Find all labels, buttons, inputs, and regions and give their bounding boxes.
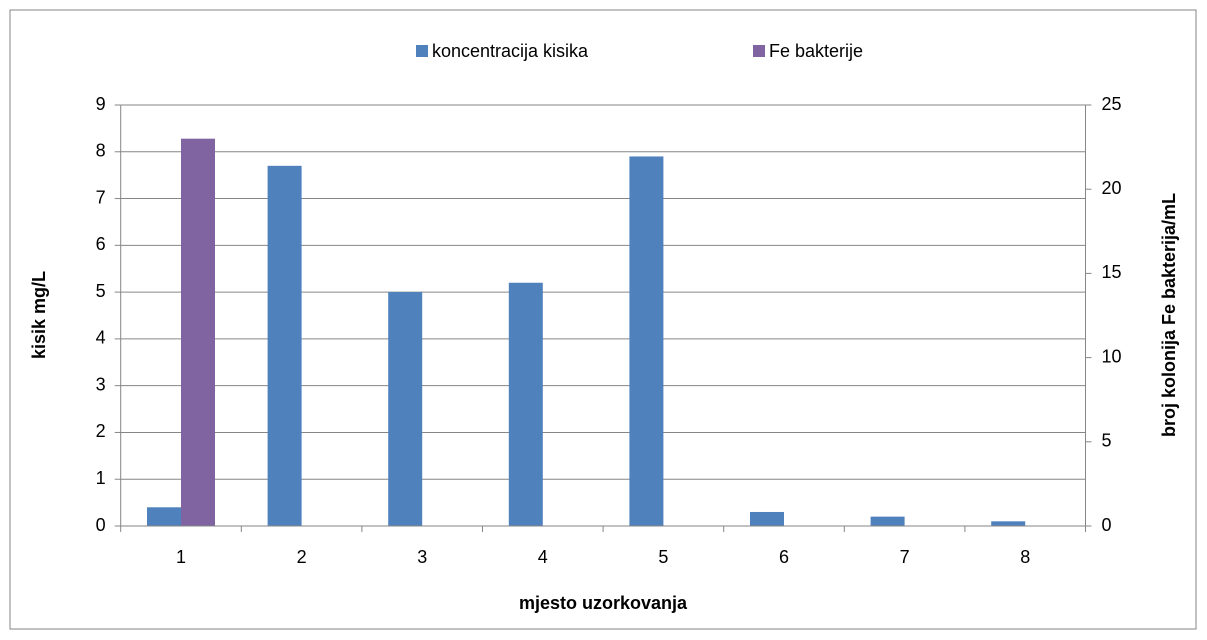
bar xyxy=(629,156,664,526)
y-tick-label: 4 xyxy=(96,328,106,348)
y2-tick-label: 10 xyxy=(1102,346,1122,366)
bar xyxy=(750,511,784,526)
y-tick-label: 5 xyxy=(96,281,106,301)
y-tick-label: 6 xyxy=(96,234,106,254)
x-tick-label: 2 xyxy=(297,547,307,567)
bar xyxy=(181,138,215,526)
x-tick-label: 3 xyxy=(417,547,427,567)
bar xyxy=(508,282,543,526)
legend-swatch xyxy=(753,45,765,57)
y-tick-label: 9 xyxy=(96,94,106,114)
y2-tick-label: 20 xyxy=(1102,178,1122,198)
y2-axis-title: broj kolonija Fe bakterija/mL xyxy=(1159,193,1179,437)
y-tick-label: 7 xyxy=(96,187,106,207)
x-axis-title: mjesto uzorkovanja xyxy=(519,593,688,613)
y-tick-label: 0 xyxy=(96,515,106,535)
y-tick-label: 3 xyxy=(96,374,106,394)
x-tick-label: 4 xyxy=(538,547,548,567)
x-tick-label: 6 xyxy=(779,547,789,567)
bar xyxy=(870,516,905,526)
legend-label: Fe bakterije xyxy=(769,41,863,61)
y2-tick-label: 25 xyxy=(1102,94,1122,114)
y-axis-title: kisik mg/L xyxy=(29,271,49,359)
legend-swatch xyxy=(416,45,428,57)
legend-label: koncentracija kisika xyxy=(432,41,589,61)
y2-tick-label: 5 xyxy=(1102,431,1112,451)
x-tick-label: 1 xyxy=(176,547,186,567)
y2-tick-label: 15 xyxy=(1102,262,1122,282)
y2-tick-label: 0 xyxy=(1102,515,1112,535)
bar xyxy=(388,292,423,526)
bar xyxy=(991,521,1026,526)
x-tick-label: 5 xyxy=(658,547,668,567)
x-tick-label: 8 xyxy=(1020,547,1030,567)
x-tick-label: 7 xyxy=(900,547,910,567)
bar xyxy=(267,165,302,527)
y-tick-label: 2 xyxy=(96,421,106,441)
y-tick-label: 8 xyxy=(96,141,106,161)
y-tick-label: 1 xyxy=(96,468,106,488)
bar xyxy=(147,507,181,526)
